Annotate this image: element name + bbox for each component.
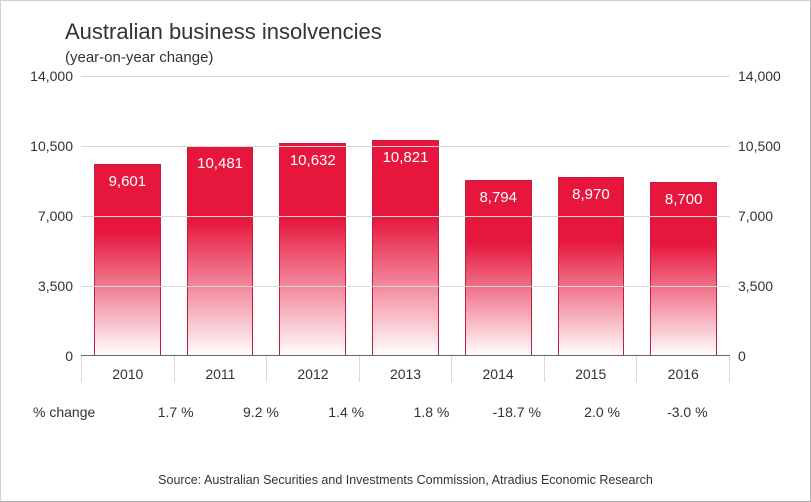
bar-value-label: 10,481 bbox=[188, 155, 253, 172]
x-axis-label: 2010 bbox=[81, 356, 174, 382]
chart-title: Australian business insolvencies bbox=[65, 19, 782, 45]
x-axis-label: 2014 bbox=[451, 356, 544, 382]
y-tick-right: 0 bbox=[730, 348, 746, 364]
bar-value-label: 10,821 bbox=[373, 149, 438, 166]
y-tick-left: 10,500 bbox=[30, 138, 81, 154]
bar: 10,481 bbox=[187, 146, 254, 356]
pct-change-value: 1.4 % bbox=[304, 404, 389, 420]
x-axis-label: 2016 bbox=[636, 356, 730, 382]
y-tick-left: 0 bbox=[65, 348, 81, 364]
y-tick-left: 3,500 bbox=[38, 278, 81, 294]
pct-change-value: -3.0 % bbox=[645, 404, 730, 420]
bar: 9,601 bbox=[94, 164, 161, 356]
pct-change-value: 1.7 % bbox=[133, 404, 218, 420]
grid-line bbox=[81, 146, 730, 147]
pct-change-row: % change 1.7 %9.2 %1.4 %1.8 %-18.7 %2.0 … bbox=[29, 404, 730, 420]
bar: 10,632 bbox=[279, 143, 346, 356]
pct-change-label: % change bbox=[29, 404, 133, 420]
x-axis-baseline bbox=[81, 355, 730, 356]
x-axis-label: 2012 bbox=[266, 356, 359, 382]
source-text: Source: Australian Securities and Invest… bbox=[1, 473, 810, 487]
bar-value-label: 9,601 bbox=[95, 173, 160, 190]
x-axis-labels: 2010201120122013201420152016 bbox=[81, 356, 730, 382]
plot-area: 9,60110,48110,63210,8218,7948,9708,700 0… bbox=[81, 76, 730, 356]
chart-container: Australian business insolvencies (year-o… bbox=[0, 0, 811, 502]
y-tick-left: 14,000 bbox=[30, 68, 81, 84]
bar: 10,821 bbox=[372, 140, 439, 356]
grid-line bbox=[81, 216, 730, 217]
y-tick-left: 7,000 bbox=[38, 208, 81, 224]
y-tick-right: 3,500 bbox=[730, 278, 773, 294]
bar-value-label: 8,794 bbox=[466, 189, 531, 206]
bar: 8,970 bbox=[558, 177, 625, 356]
y-tick-right: 10,500 bbox=[730, 138, 781, 154]
y-tick-right: 7,000 bbox=[730, 208, 773, 224]
x-axis-label: 2015 bbox=[544, 356, 637, 382]
x-axis-label: 2013 bbox=[359, 356, 452, 382]
grid-line bbox=[81, 76, 730, 77]
pct-change-value: 2.0 % bbox=[559, 404, 644, 420]
grid-line bbox=[81, 286, 730, 287]
bar-value-label: 10,632 bbox=[280, 152, 345, 169]
y-tick-right: 14,000 bbox=[730, 68, 781, 84]
pct-change-value: 1.8 % bbox=[389, 404, 474, 420]
bar-value-label: 8,700 bbox=[651, 191, 716, 208]
pct-change-value: 9.2 % bbox=[218, 404, 303, 420]
pct-change-value: -18.7 % bbox=[474, 404, 559, 420]
bar: 8,700 bbox=[650, 182, 717, 356]
chart-subtitle: (year-on-year change) bbox=[65, 49, 782, 66]
bar: 8,794 bbox=[465, 180, 532, 356]
x-axis-label: 2011 bbox=[174, 356, 267, 382]
bar-value-label: 8,970 bbox=[559, 186, 624, 203]
